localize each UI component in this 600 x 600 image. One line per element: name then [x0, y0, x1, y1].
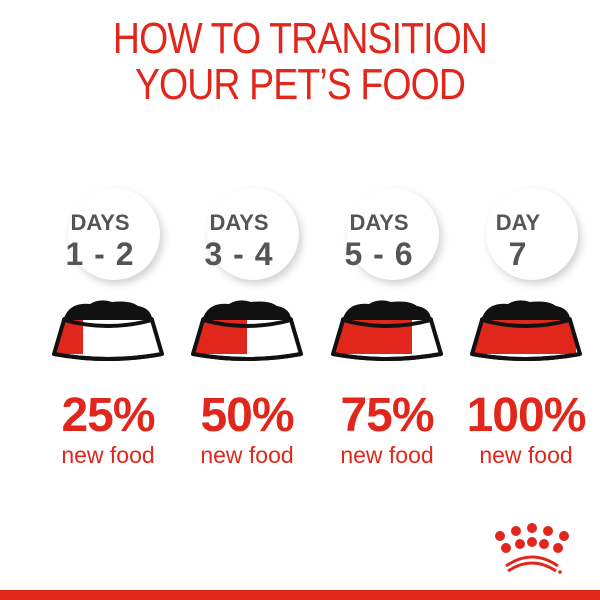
day-circle	[347, 188, 439, 280]
percent-new-food: 25%	[61, 389, 155, 442]
percent-new-food: 50%	[200, 389, 294, 442]
food-bowl-icon	[470, 300, 582, 361]
percent-new-food: 75%	[340, 389, 434, 442]
step-4: DAY 7 100% new food	[456, 180, 596, 480]
new-food-caption: new food	[200, 442, 294, 468]
days-range: 7	[508, 236, 528, 272]
crown-logo-icon	[495, 523, 569, 574]
days-label: DAYS	[70, 210, 130, 235]
food-bowl-icon	[191, 300, 303, 361]
day-circle	[486, 188, 578, 280]
days-label: DAY	[495, 210, 541, 235]
title-line-2: YOUR PET’S FOOD	[134, 60, 466, 109]
days-range: 5 - 6	[344, 236, 414, 272]
title-line-1: HOW TO TRANSITION	[112, 14, 488, 63]
new-food-caption: new food	[479, 442, 573, 468]
new-food-caption: new food	[340, 442, 434, 468]
days-range: 1 - 2	[65, 236, 135, 272]
step-3: DAYS 5 - 6 75% new food	[317, 180, 457, 480]
days-label: DAYS	[349, 210, 409, 235]
percent-new-food: 100%	[466, 389, 587, 442]
footer-red-bar	[0, 590, 600, 600]
new-food-caption: new food	[61, 442, 155, 468]
step-2: DAYS 3 - 4 50% new food	[177, 180, 317, 480]
day-circle	[207, 188, 299, 280]
food-bowl-icon	[331, 300, 443, 361]
days-range: 3 - 4	[204, 236, 274, 272]
days-label: DAYS	[209, 210, 269, 235]
step-1: DAYS 1 - 2 25% new food	[38, 180, 178, 480]
food-bowl-icon	[52, 300, 164, 361]
day-circle	[68, 188, 160, 280]
